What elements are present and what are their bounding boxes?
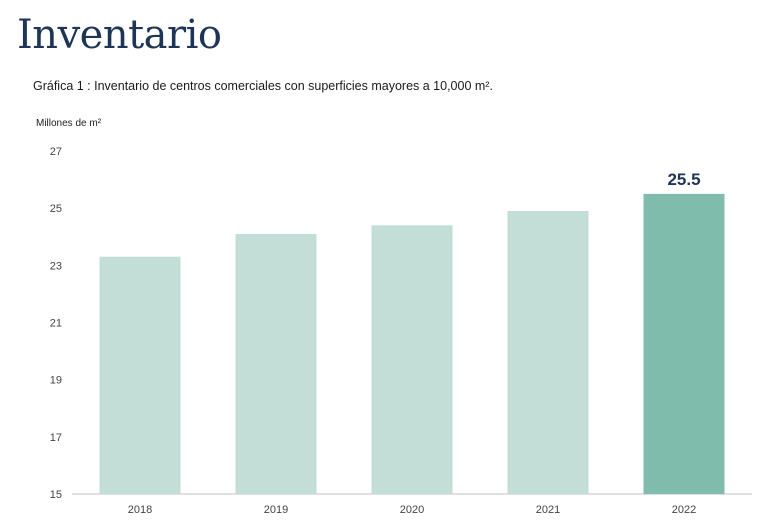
x-tick-label: 2021 xyxy=(536,504,560,516)
y-axis-label: Millones de m² xyxy=(36,118,102,129)
x-tick-label: 2018 xyxy=(128,504,152,516)
y-tick-label: 19 xyxy=(50,375,62,387)
y-tick-label: 21 xyxy=(50,318,62,330)
bar-2019 xyxy=(235,233,317,494)
page-title: Inventario xyxy=(17,12,222,58)
bar-2020 xyxy=(371,225,453,495)
data-label: 25.5 xyxy=(667,170,700,189)
x-tick-label: 2022 xyxy=(672,504,696,516)
bar-2021 xyxy=(507,211,589,494)
y-tick-label: 17 xyxy=(50,432,62,444)
x-tick-label: 2020 xyxy=(400,504,424,516)
y-tick-label: 27 xyxy=(50,146,62,158)
bar-2022 xyxy=(643,193,725,494)
bar-2018 xyxy=(99,256,181,494)
chart-subtitle: Gráfica 1 : Inventario de centros comerc… xyxy=(33,79,493,93)
y-tick-label: 23 xyxy=(50,260,62,272)
y-tick-label: 15 xyxy=(50,489,62,501)
x-tick-label: 2019 xyxy=(264,504,288,516)
y-tick-label: 25 xyxy=(50,203,62,215)
